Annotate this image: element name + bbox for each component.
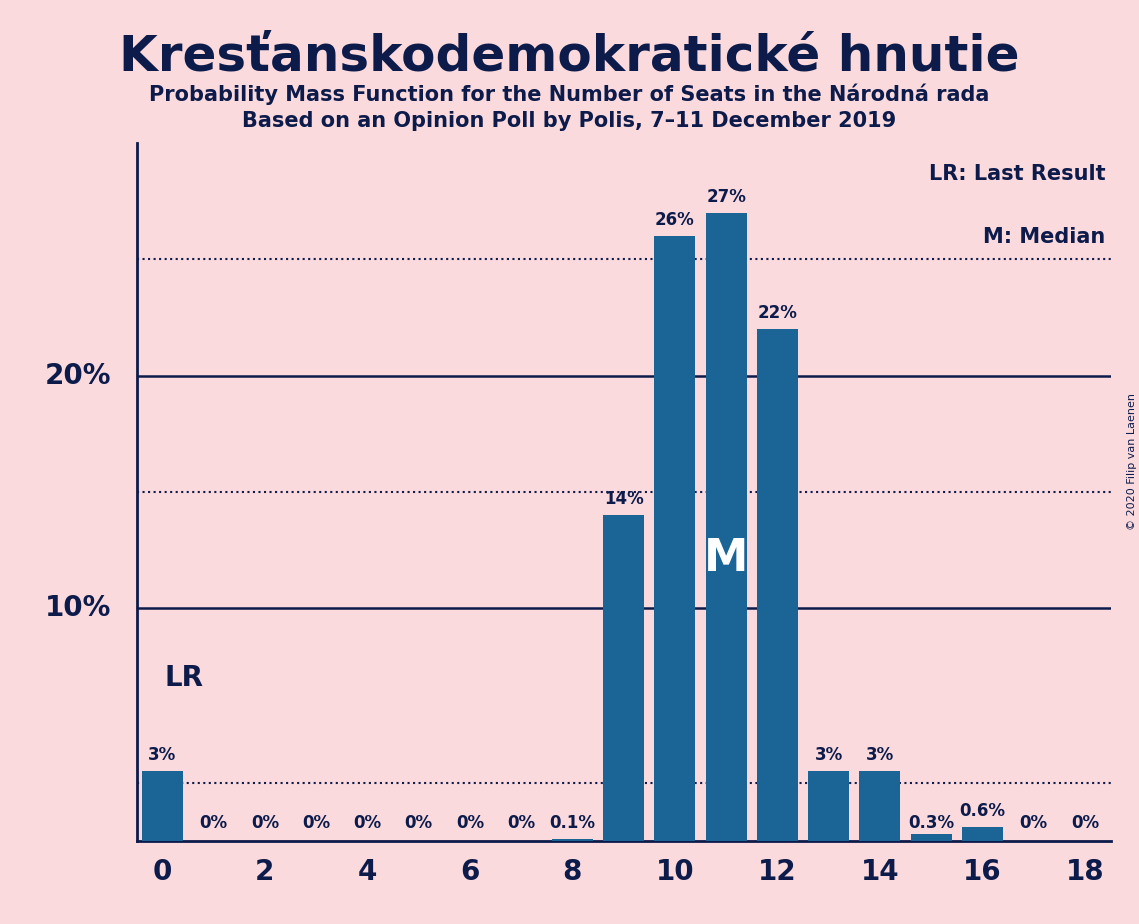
Text: Probability Mass Function for the Number of Seats in the Národná rada: Probability Mass Function for the Number… (149, 83, 990, 104)
Text: Kresťanskodemokratické hnutie: Kresťanskodemokratické hnutie (120, 32, 1019, 80)
Text: 3%: 3% (866, 746, 894, 764)
Text: 0%: 0% (199, 813, 228, 832)
Text: Based on an Opinion Poll by Polis, 7–11 December 2019: Based on an Opinion Poll by Polis, 7–11 … (243, 111, 896, 131)
Text: LR: Last Result: LR: Last Result (929, 164, 1106, 184)
Text: 3%: 3% (148, 746, 177, 764)
Text: 0%: 0% (302, 813, 330, 832)
Text: LR: LR (165, 664, 204, 692)
Text: 22%: 22% (757, 304, 797, 322)
Text: M: M (704, 537, 748, 579)
Text: 20%: 20% (44, 362, 112, 390)
Text: 0.6%: 0.6% (959, 802, 1006, 820)
Bar (705, 213, 747, 841)
Bar (859, 771, 900, 841)
Text: © 2020 Filip van Laenen: © 2020 Filip van Laenen (1126, 394, 1137, 530)
Text: 0%: 0% (404, 813, 433, 832)
Text: 0%: 0% (1071, 813, 1099, 832)
Text: 26%: 26% (655, 212, 695, 229)
Text: M: Median: M: Median (983, 227, 1106, 247)
Bar (141, 771, 182, 841)
Text: 0%: 0% (456, 813, 484, 832)
Text: 14%: 14% (604, 491, 644, 508)
Bar (961, 827, 1002, 841)
Bar (808, 771, 849, 841)
Text: 0%: 0% (353, 813, 382, 832)
Text: 0.1%: 0.1% (549, 813, 596, 832)
Text: 0%: 0% (507, 813, 535, 832)
Text: 0%: 0% (251, 813, 279, 832)
Bar (551, 838, 592, 841)
Bar (756, 329, 797, 841)
Text: 10%: 10% (44, 594, 112, 622)
Bar (910, 833, 951, 841)
Text: 0%: 0% (1019, 813, 1048, 832)
Bar (654, 237, 695, 841)
Bar (603, 516, 644, 841)
Text: 27%: 27% (706, 188, 746, 206)
Text: 3%: 3% (814, 746, 843, 764)
Text: 0.3%: 0.3% (908, 813, 954, 832)
